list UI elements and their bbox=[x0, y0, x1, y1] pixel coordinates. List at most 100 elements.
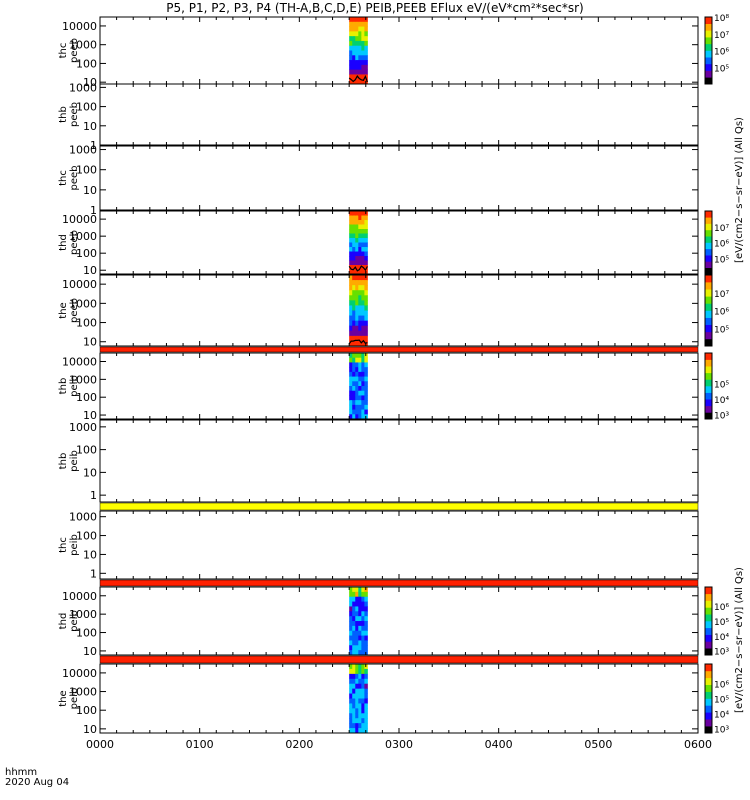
spectrogram-cell bbox=[352, 45, 356, 51]
spectrogram-cell bbox=[361, 400, 365, 406]
spectrogram-cell bbox=[355, 36, 359, 42]
spectrogram-cell bbox=[349, 79, 353, 85]
y-tick-label: 10 bbox=[83, 264, 97, 277]
spectrogram-cell bbox=[355, 260, 359, 266]
spectrogram-cell bbox=[355, 45, 359, 51]
spectrogram-cell bbox=[355, 353, 359, 359]
colorbar-tick-label: 10⁶ bbox=[714, 48, 729, 58]
x-tick-label: 0300 bbox=[385, 738, 413, 751]
spectrogram-cell bbox=[349, 728, 353, 734]
spectrogram-cell bbox=[355, 238, 359, 243]
y-tick-label: 10000 bbox=[62, 356, 97, 369]
colorbar-tick-label: 10⁶ bbox=[714, 240, 729, 250]
spectrogram-cell bbox=[364, 381, 368, 387]
spectrogram-cell bbox=[364, 596, 368, 602]
panel-product-label: peib bbox=[69, 610, 80, 632]
spectrogram-cell bbox=[358, 611, 362, 617]
spectrogram-cell bbox=[364, 611, 368, 617]
spectrogram-cell bbox=[355, 215, 359, 221]
spectrogram-cell bbox=[352, 275, 356, 281]
spectrogram-cell bbox=[352, 376, 356, 382]
spectrogram-cell bbox=[355, 678, 359, 685]
y-tick-label: 10 bbox=[83, 409, 97, 422]
spectrogram-cell bbox=[349, 26, 353, 32]
time-label-unit: hhmm bbox=[5, 767, 38, 778]
spectrogram-cell bbox=[349, 285, 353, 291]
spectrogram-cell bbox=[352, 409, 356, 415]
x-tick-label: 0200 bbox=[285, 738, 313, 751]
spectrogram-cell bbox=[361, 708, 365, 714]
spectrogram-cell bbox=[364, 601, 368, 607]
spectrogram-cell bbox=[358, 251, 362, 257]
spectrogram-cell bbox=[358, 340, 362, 347]
spectrogram-cell bbox=[349, 621, 353, 627]
colorbar-swatch bbox=[705, 353, 712, 360]
spectrogram-cell bbox=[355, 340, 359, 347]
spectrogram-cell bbox=[361, 664, 365, 670]
spectrogram-cell bbox=[352, 678, 356, 685]
spectrogram-cell bbox=[352, 390, 356, 396]
data-burst bbox=[348, 17, 368, 85]
colorbar-swatch bbox=[705, 627, 712, 635]
spectrogram-cell bbox=[349, 606, 353, 612]
spectrogram-cell bbox=[352, 325, 356, 332]
spectrogram-cell bbox=[364, 229, 368, 234]
colorbar-swatch bbox=[705, 607, 712, 615]
spectrogram-cell bbox=[361, 357, 365, 363]
spectrogram-cell bbox=[355, 269, 359, 275]
colorbar-swatch bbox=[705, 242, 712, 250]
spectrogram-cell bbox=[352, 305, 356, 311]
spectrogram-cell bbox=[361, 673, 365, 680]
colorbar-swatch bbox=[705, 677, 712, 685]
spectrogram-cell bbox=[349, 310, 353, 316]
spectrogram-cell bbox=[364, 242, 368, 248]
spectrogram-cell bbox=[349, 290, 353, 296]
spectrogram-cell bbox=[364, 376, 368, 382]
spectrogram-cell bbox=[349, 353, 353, 359]
spectrogram-cell bbox=[349, 371, 353, 377]
spectrogram-cell bbox=[361, 60, 365, 66]
panel-tha-peeb bbox=[99, 16, 699, 85]
spectrogram-cell bbox=[355, 591, 359, 598]
data-burst bbox=[348, 211, 368, 275]
panel-probe-label: thd bbox=[58, 613, 69, 630]
spectrogram-cell bbox=[361, 688, 365, 694]
spectrogram-cell bbox=[361, 50, 365, 56]
y-tick-label: 1 bbox=[90, 204, 97, 217]
spectrogram-cell bbox=[352, 723, 356, 729]
spectrogram-cell bbox=[352, 625, 356, 632]
spectrogram-cell bbox=[358, 630, 362, 636]
spectrogram-cell bbox=[355, 611, 359, 617]
spectrogram-cell bbox=[352, 310, 356, 316]
spectrogram-cell bbox=[364, 409, 368, 415]
spectrogram-cell bbox=[358, 713, 362, 719]
panel-product-label: peeb bbox=[69, 102, 80, 127]
spectrogram-cell bbox=[364, 357, 368, 363]
spectrogram-cell bbox=[364, 723, 368, 729]
spectrogram-cell bbox=[352, 616, 356, 622]
colorbar-swatch bbox=[705, 282, 712, 290]
spectrogram-cell bbox=[349, 688, 353, 694]
colorbar bbox=[704, 352, 713, 420]
spectrogram-cell bbox=[352, 688, 356, 694]
spectrogram-cell bbox=[352, 718, 356, 724]
spectrogram-cell bbox=[358, 640, 362, 646]
colorbar-tick-label: 10⁵ bbox=[714, 696, 729, 706]
spectrogram-cell bbox=[355, 728, 359, 734]
spectrogram-cell bbox=[358, 673, 362, 680]
spectrogram-cell bbox=[349, 713, 353, 719]
spectrogram-cell bbox=[361, 693, 365, 699]
spectrogram-cell bbox=[361, 404, 365, 410]
spectrogram-cell bbox=[349, 45, 353, 51]
spectrogram-cell bbox=[364, 69, 368, 75]
colorbar-swatch bbox=[705, 63, 712, 71]
spectrogram-cell bbox=[358, 60, 362, 66]
spectrogram-cell bbox=[352, 40, 356, 47]
data-burst bbox=[349, 664, 368, 734]
density-trace bbox=[348, 339, 368, 345]
spectrogram-cell bbox=[355, 211, 359, 216]
spectrogram-cell bbox=[358, 414, 362, 420]
spectrogram-cell bbox=[355, 26, 359, 32]
spectrogram-cell bbox=[361, 601, 365, 607]
y-tick-label: 100 bbox=[76, 444, 97, 457]
